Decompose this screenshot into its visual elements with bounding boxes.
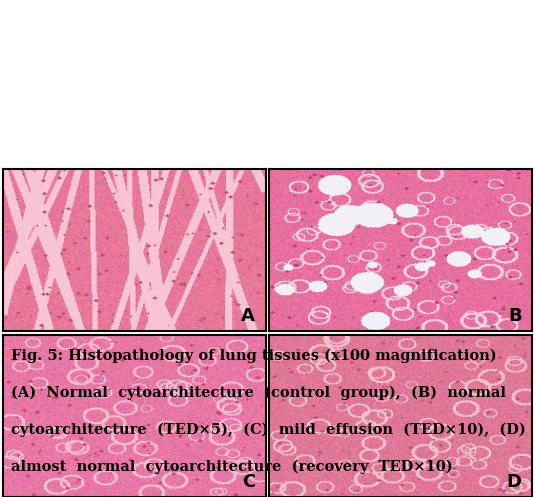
Text: B: B [508, 307, 522, 325]
Text: A: A [241, 307, 255, 325]
Text: D: D [507, 473, 522, 491]
Text: almost  normal  cytoarchitecture  (recovery  TED×10): almost normal cytoarchitecture (recovery… [11, 460, 452, 474]
Text: (A)  Normal  cytoarchitecture  (control  group),  (B)  normal: (A) Normal cytoarchitecture (control gro… [11, 386, 506, 400]
Text: C: C [242, 473, 255, 491]
Text: cytoarchitecture  (TED×5),  (C)  mild  effusion  (TED×10),  (D): cytoarchitecture (TED×5), (C) mild effus… [11, 422, 525, 437]
Text: Fig. 5: Histopathology of lung tissues (x100 magnification): Fig. 5: Histopathology of lung tissues (… [11, 348, 496, 363]
